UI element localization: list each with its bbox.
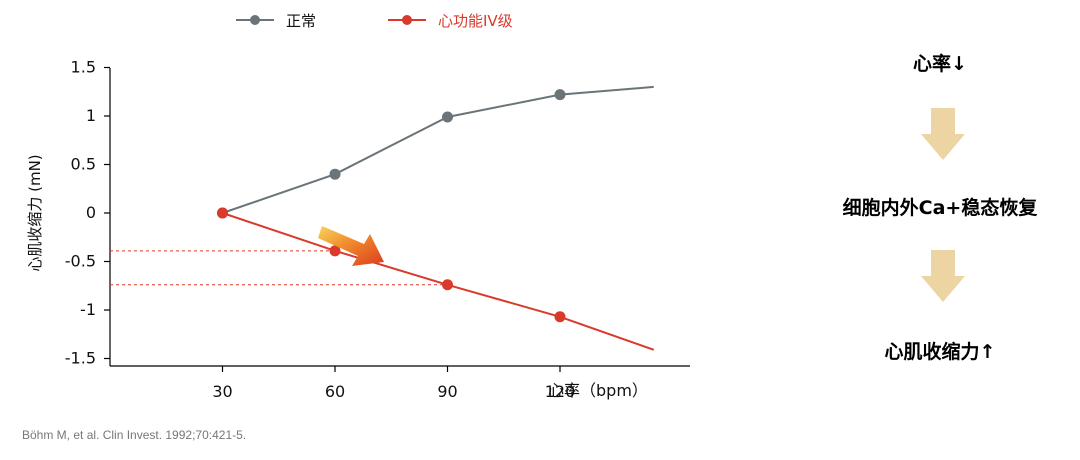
- legend-marker: [402, 15, 412, 25]
- data-point: [217, 207, 228, 219]
- x-tick-label: 90: [437, 382, 457, 401]
- y-tick-label: 1.5: [71, 58, 96, 77]
- down-arrow-icon: [921, 108, 965, 160]
- y-tick-label: -1: [80, 300, 96, 319]
- y-axis-label: 心肌收缩力 (mN): [26, 154, 44, 271]
- y-tick-label: -1.5: [65, 349, 96, 368]
- line-chart: 1.5 1 0.5 0 -0.5 -1 -1.5 30 60 90 120 心率（bpm） 心肌收…: [26, 12, 690, 401]
- y-axis-ticks: 1.5 1 0.5 0 -0.5 -1 -1.5: [65, 58, 110, 368]
- y-tick-label: 1: [86, 106, 96, 125]
- down-arrow-icon: [921, 250, 965, 302]
- flow-step-calcium: 细胞内外Ca+稳态恢复: [842, 197, 1038, 219]
- x-tick-label: 30: [212, 382, 232, 401]
- data-point: [554, 89, 566, 101]
- legend-marker: [250, 15, 260, 25]
- y-tick-label: 0.5: [71, 155, 96, 174]
- legend-label: 心功能IV级: [438, 12, 513, 30]
- series-group: [217, 85, 655, 351]
- series-line: [222, 85, 654, 214]
- data-point: [554, 311, 566, 323]
- y-tick-label: -0.5: [65, 252, 96, 271]
- legend: 正常 心功能IV级: [236, 12, 513, 30]
- data-point: [442, 111, 453, 123]
- data-point: [442, 279, 453, 291]
- y-tick-label: 0: [86, 203, 96, 222]
- data-point: [329, 168, 341, 180]
- citation: Böhm M, et al. Clin Invest. 1992;70:421-…: [22, 428, 247, 442]
- axes: [109, 68, 690, 367]
- x-axis-ticks: 30 60 90 120: [212, 366, 575, 401]
- x-tick-label: 60: [325, 382, 345, 401]
- data-point: [329, 245, 341, 257]
- x-axis-label: 心率（bpm）: [548, 381, 648, 400]
- flow-step-heart-rate: 心率↓: [913, 53, 967, 75]
- legend-label: 正常: [286, 12, 316, 30]
- series-line: [222, 212, 655, 351]
- x-tick-label: 120: [545, 382, 576, 401]
- reference-lines: [110, 250, 448, 286]
- flow-step-contractility: 心肌收缩力↑: [884, 341, 996, 363]
- trend-arrow-icon: [318, 226, 384, 266]
